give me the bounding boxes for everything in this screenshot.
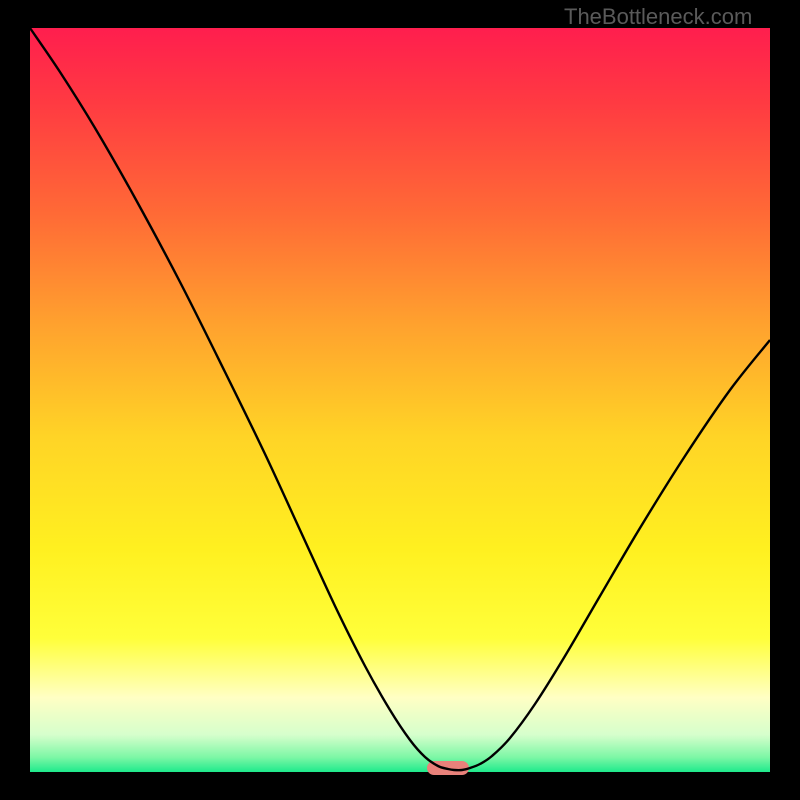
watermark-label: TheBottleneck.com <box>564 4 752 30</box>
optimum-marker <box>427 761 469 775</box>
figure-root: TheBottleneck.com <box>0 0 800 800</box>
bottleneck-gradient-plot <box>30 28 770 772</box>
